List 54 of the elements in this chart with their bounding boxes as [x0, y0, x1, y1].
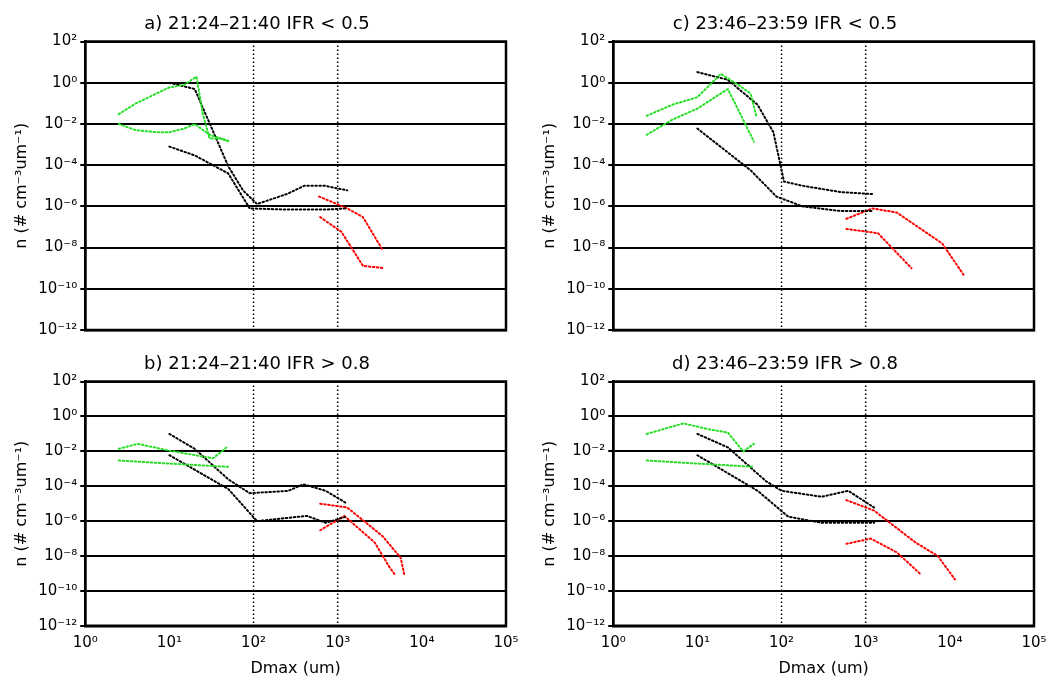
y-tick-label: 10⁰ — [52, 406, 78, 425]
y-tick-label: 10⁻¹⁰ — [38, 580, 78, 599]
y-tick-label: 10² — [580, 371, 606, 390]
y-tick-label: 10⁻⁸ — [44, 545, 78, 564]
x-tick-label: 10⁵ — [493, 632, 519, 651]
x-tick-label: 10³ — [325, 632, 351, 651]
y-axis-title: n (# cm⁻³um⁻¹) — [538, 440, 558, 567]
x-tick-label: 10⁰ — [72, 632, 98, 651]
y-tick-label: 10⁻¹² — [566, 319, 606, 338]
y-axis-title: n (# cm⁻³um⁻¹) — [538, 122, 558, 249]
y-tick-label: 10⁻¹⁰ — [38, 278, 78, 297]
chart-title: d) 23:46–23:59 IFR > 0.8 — [672, 352, 898, 374]
x-tick-label: 10¹ — [156, 632, 182, 651]
y-tick-label: 10⁰ — [580, 72, 606, 91]
y-tick-label: 10⁻⁴ — [572, 476, 606, 495]
y-tick-label: 10⁻¹⁰ — [566, 278, 606, 297]
x-tick-label: 10² — [240, 632, 267, 651]
y-tick-label: 10⁻⁴ — [44, 476, 78, 495]
y-tick-label: 10² — [52, 371, 78, 390]
y-axis-title: n (# cm⁻³um⁻¹) — [10, 122, 30, 249]
y-tick-label: 10⁻⁸ — [572, 545, 606, 564]
y-tick-label: 10⁻⁴ — [44, 155, 78, 174]
y-tick-label: 10⁻⁶ — [44, 196, 78, 215]
x-tick-label: 10⁴ — [937, 632, 963, 651]
chart-title: a) 21:24–21:40 IFR < 0.5 — [144, 12, 370, 34]
y-tick-label: 10⁻⁶ — [572, 196, 606, 215]
y-tick-label: 10⁻² — [572, 113, 606, 132]
y-tick-label: 10⁻² — [44, 441, 78, 460]
y-tick-label: 10⁻⁸ — [572, 237, 606, 256]
x-tick-label: 10³ — [853, 632, 879, 651]
y-tick-label: 10⁻⁸ — [44, 237, 78, 256]
y-tick-label: 10⁰ — [580, 406, 606, 425]
y-tick-label: 10⁻² — [572, 441, 606, 460]
x-tick-label: 10⁴ — [409, 632, 435, 651]
x-tick-label: 10² — [768, 632, 795, 651]
chart-title: c) 23:46–23:59 IFR < 0.5 — [672, 12, 898, 34]
y-tick-label: 10⁻¹² — [566, 615, 606, 634]
y-tick-label: 10⁻¹⁰ — [566, 580, 606, 599]
x-tick-label: 10¹ — [684, 632, 710, 651]
y-tick-label: 10⁻⁶ — [44, 511, 78, 530]
x-axis-title: Dmax (um) — [250, 657, 341, 677]
y-tick-label: 10⁻² — [44, 113, 78, 132]
y-tick-label: 10⁻¹² — [38, 615, 78, 634]
x-tick-label: 10⁰ — [600, 632, 626, 651]
y-tick-label: 10⁻⁶ — [572, 511, 606, 530]
y-tick-label: 10⁻⁴ — [572, 155, 606, 174]
x-tick-label: 10⁵ — [1021, 632, 1047, 651]
y-tick-label: 10⁰ — [52, 72, 78, 91]
y-axis-title: n (# cm⁻³um⁻¹) — [10, 440, 30, 567]
y-tick-label: 10⁻¹² — [38, 319, 78, 338]
chart-title: b) 21:24–21:40 IFR > 0.8 — [144, 352, 370, 374]
x-axis-title: Dmax (um) — [778, 657, 869, 677]
y-tick-label: 10² — [52, 31, 78, 50]
y-tick-label: 10² — [580, 31, 606, 50]
